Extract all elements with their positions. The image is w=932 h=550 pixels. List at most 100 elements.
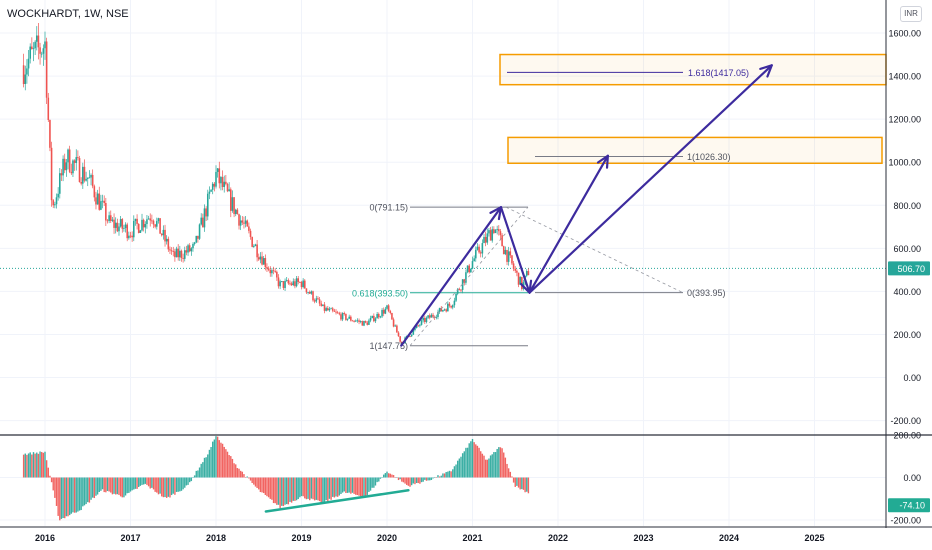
oscillator-bar bbox=[123, 477, 125, 498]
arrow-line bbox=[400, 206, 503, 347]
candle-body bbox=[261, 256, 263, 265]
oscillator-bar bbox=[110, 477, 112, 493]
oscillator-bar bbox=[422, 477, 424, 482]
oscillator-bar bbox=[476, 445, 479, 478]
candle-body bbox=[118, 226, 120, 232]
candle-body bbox=[77, 157, 79, 159]
candle-body bbox=[238, 214, 240, 226]
oscillator-bar bbox=[101, 477, 104, 490]
oscillator-bar bbox=[274, 477, 276, 504]
candle-body bbox=[427, 315, 429, 318]
candle-body bbox=[197, 235, 199, 239]
target-zones bbox=[499, 53, 887, 165]
candle-body bbox=[156, 221, 158, 227]
candle-body bbox=[80, 182, 82, 184]
oscillator-bar bbox=[315, 477, 317, 500]
candle-body bbox=[95, 197, 97, 205]
candle-body bbox=[31, 46, 33, 50]
last-price-tag-bg bbox=[888, 261, 930, 276]
candle-body bbox=[369, 317, 372, 321]
oscillator-bar bbox=[369, 477, 372, 491]
candle-body bbox=[428, 315, 431, 318]
oscillator-bar bbox=[383, 474, 385, 478]
y-tick-label: 200.00 bbox=[893, 330, 921, 340]
candle-body bbox=[498, 229, 500, 232]
candle-body bbox=[256, 244, 258, 258]
candle-body bbox=[220, 176, 222, 184]
y-tick-label: -200.00 bbox=[890, 416, 921, 426]
oscillator-bar bbox=[407, 477, 410, 486]
candle-body bbox=[174, 251, 176, 258]
candle-body bbox=[213, 183, 216, 187]
oscillator-bar bbox=[239, 470, 242, 478]
x-tick-label: 2021 bbox=[462, 533, 482, 543]
candle-body bbox=[180, 250, 183, 258]
oscillator-bar bbox=[332, 477, 334, 497]
candle-body bbox=[75, 157, 78, 163]
candle-body bbox=[126, 224, 129, 239]
candle-body bbox=[27, 58, 30, 69]
oscillator-bar bbox=[259, 477, 262, 493]
candle-body bbox=[147, 218, 150, 220]
candle-body bbox=[65, 162, 68, 171]
candle-body bbox=[350, 316, 352, 321]
candle-body bbox=[285, 280, 288, 281]
oscillator-bar bbox=[262, 477, 265, 494]
oscillator-bar bbox=[327, 477, 329, 502]
candle-body bbox=[101, 200, 104, 202]
candle-body bbox=[471, 261, 474, 269]
candle-body bbox=[366, 322, 369, 325]
candle-body bbox=[165, 238, 168, 242]
oscillator-bar bbox=[504, 457, 507, 478]
arrow-head bbox=[596, 154, 609, 169]
candle-body bbox=[172, 251, 175, 252]
oscillator-bar bbox=[478, 447, 480, 478]
oscillator-bar bbox=[212, 441, 214, 478]
oscillator-bar bbox=[192, 477, 194, 478]
candle-body bbox=[358, 320, 360, 322]
oscillator-bar bbox=[358, 477, 360, 496]
oscillator-bar bbox=[226, 451, 229, 478]
candle-body bbox=[98, 193, 101, 210]
oscillator-bar bbox=[481, 453, 484, 478]
candle-body bbox=[445, 309, 447, 312]
candle-body bbox=[45, 41, 48, 98]
candle-body bbox=[486, 233, 489, 243]
oscillator-bar bbox=[141, 477, 143, 485]
candle-body bbox=[88, 177, 91, 179]
candle-body bbox=[200, 217, 203, 225]
oscillator-bar bbox=[430, 477, 433, 480]
oscillator-bar bbox=[32, 452, 35, 478]
candle-body bbox=[514, 268, 517, 271]
oscillator-bar bbox=[49, 475, 51, 478]
candle-body bbox=[317, 298, 319, 300]
oscillator-bar bbox=[258, 477, 260, 490]
oscillator-bar bbox=[128, 477, 130, 493]
candle-body bbox=[463, 279, 466, 283]
candle-body bbox=[460, 289, 462, 291]
oscillator-bar bbox=[460, 456, 462, 478]
candle-body bbox=[527, 271, 530, 276]
candle-body bbox=[49, 120, 51, 148]
oscillator-bar bbox=[471, 438, 474, 478]
candle-body bbox=[253, 246, 255, 247]
oscillator-bar bbox=[417, 477, 419, 484]
oscillator-bar bbox=[182, 477, 184, 490]
candle-body bbox=[368, 320, 370, 325]
candle-body bbox=[244, 220, 247, 224]
candle-body bbox=[470, 268, 472, 273]
oscillator-bar bbox=[527, 477, 530, 494]
currency-badge[interactable]: INR bbox=[900, 6, 922, 22]
price-candles bbox=[22, 23, 530, 344]
candle-body bbox=[511, 255, 513, 264]
candle-body bbox=[419, 324, 421, 326]
oscillator-bar bbox=[228, 455, 230, 478]
oscillator-bar bbox=[169, 477, 171, 498]
candle-body bbox=[373, 315, 375, 322]
oscillator-bar bbox=[77, 477, 79, 512]
candle-body bbox=[57, 193, 59, 198]
candle-body bbox=[58, 173, 61, 194]
oscillator-bar bbox=[118, 477, 120, 495]
oscillator-bar bbox=[54, 477, 56, 498]
